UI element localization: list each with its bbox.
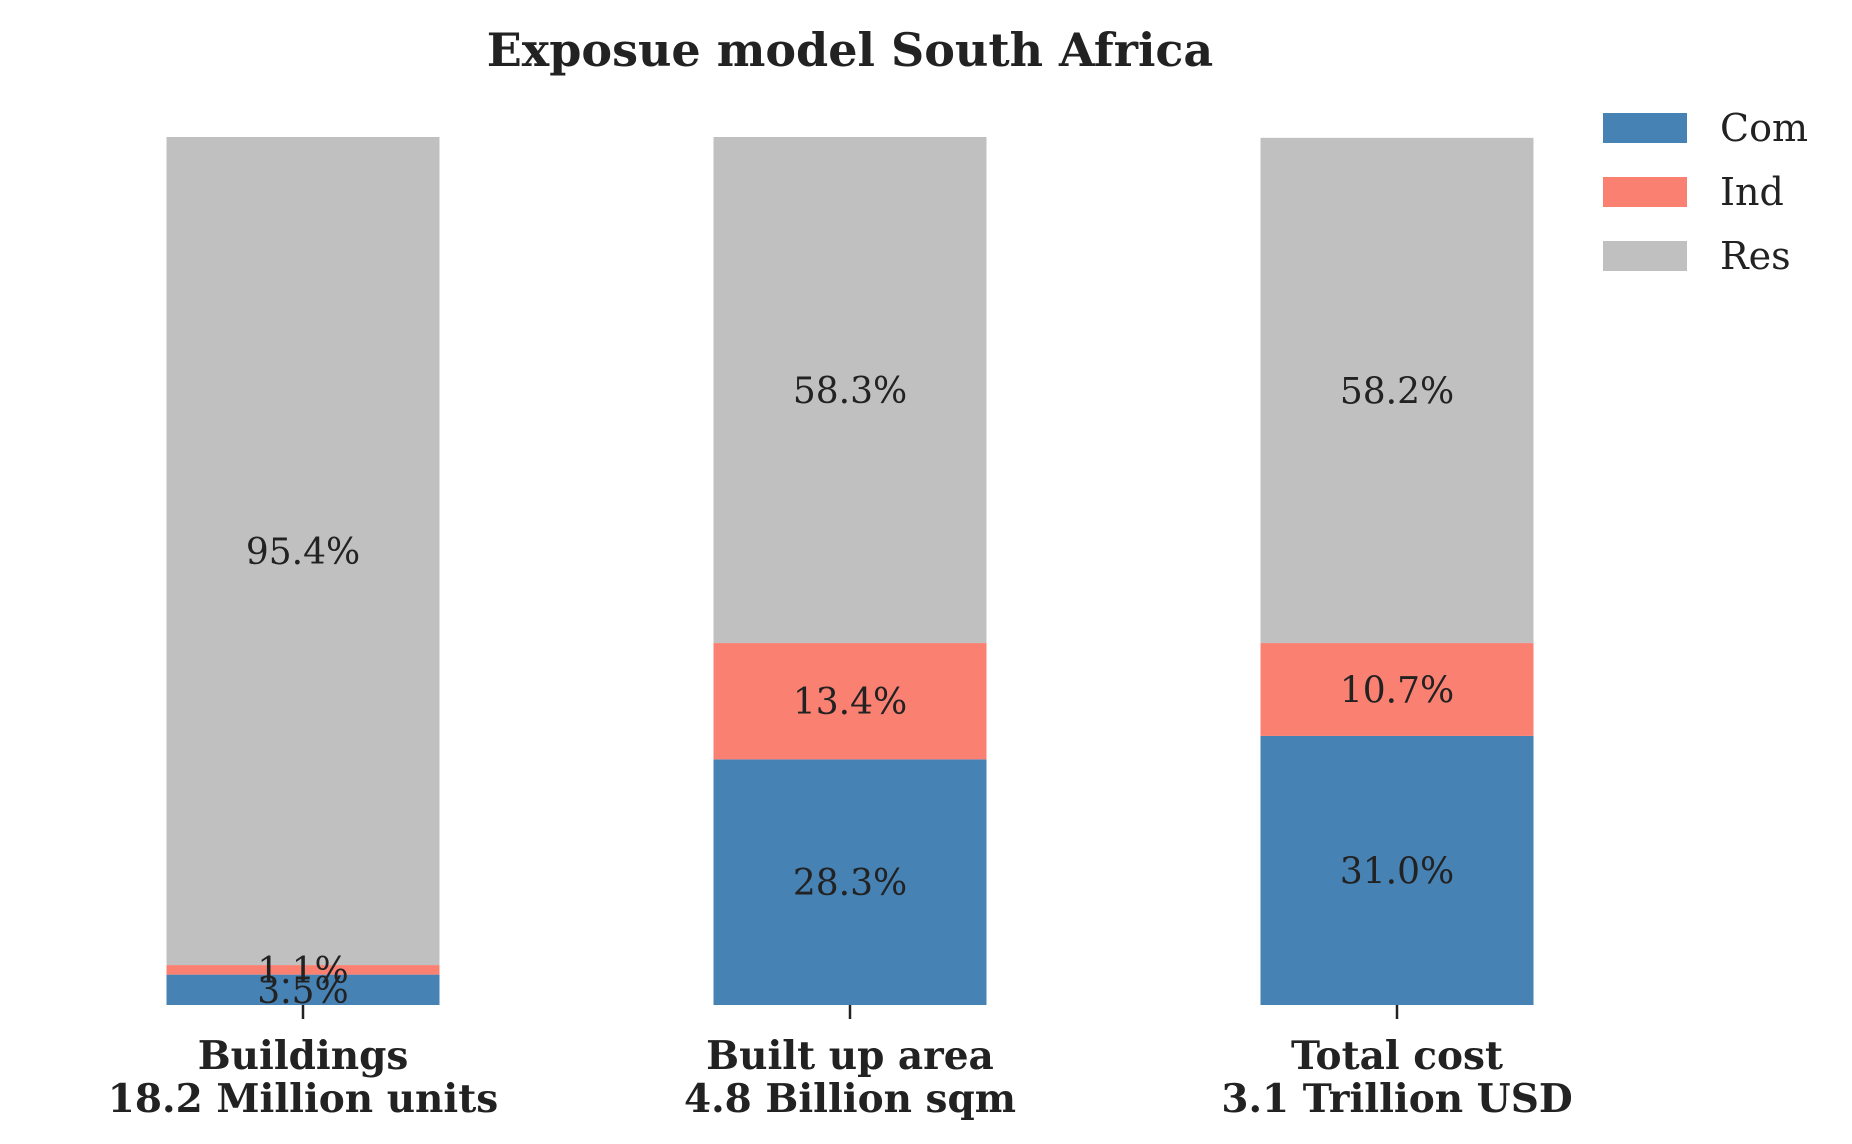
legend-label-ind: Ind bbox=[1720, 170, 1784, 214]
segment-label-com-1: 3.5% bbox=[257, 971, 348, 1012]
bar-segment-com-1 bbox=[166, 974, 440, 1005]
bar-segment-com-2 bbox=[713, 759, 987, 1005]
x-tick-label-2: Built up area bbox=[706, 1033, 994, 1079]
x-tick-sublabel-3: 3.1 Trillion USD bbox=[1221, 1076, 1572, 1122]
segment-label-res-3: 58.2% bbox=[1340, 371, 1454, 412]
bar-segment-com-3 bbox=[1260, 735, 1534, 1005]
legend-swatch-ind bbox=[1603, 177, 1687, 207]
legend-label-res: Res bbox=[1720, 234, 1791, 278]
x-tick-sublabel-2: 4.8 Billion sqm bbox=[684, 1076, 1016, 1122]
bar-segment-res-3 bbox=[1260, 137, 1534, 644]
bar-segment-ind-2 bbox=[713, 643, 987, 760]
bar-segment-ind-1 bbox=[166, 965, 440, 975]
x-tick-label-3: Total cost bbox=[1291, 1033, 1503, 1079]
segment-labels-group: 3.5%1.1% 95.4% 28.3% 13.4% 58.3% 31.0% 10.7% 58… bbox=[246, 371, 1454, 1012]
segment-label-ind-3: 10.7% bbox=[1340, 670, 1454, 711]
segment-label-res-1: 95.4% bbox=[246, 532, 360, 573]
segment-label-ind-1: 1.1% bbox=[257, 951, 348, 992]
bars-group bbox=[166, 137, 1534, 1005]
segment-label-com-3: 31.0% bbox=[1340, 851, 1454, 892]
bar-segment-res-2 bbox=[713, 137, 987, 644]
legend-swatch-res bbox=[1603, 241, 1687, 271]
legend-swatch-com bbox=[1603, 113, 1687, 143]
x-tick-sublabel-1: 18.2 Million units bbox=[108, 1076, 498, 1122]
segment-label-com-2: 28.3% bbox=[793, 863, 907, 904]
chart-title: Exposue model South Africa bbox=[487, 23, 1213, 77]
x-tick-label-1: Buildings bbox=[198, 1033, 409, 1079]
legend-label-com: Com bbox=[1720, 106, 1808, 150]
segment-label-ind-2: 13.4% bbox=[793, 682, 907, 723]
bar-segment-res-1 bbox=[166, 137, 440, 966]
legend: Com Ind Res bbox=[1603, 106, 1808, 278]
bar-segment-ind-3 bbox=[1260, 643, 1534, 736]
segment-label-res-2: 58.3% bbox=[793, 371, 907, 412]
